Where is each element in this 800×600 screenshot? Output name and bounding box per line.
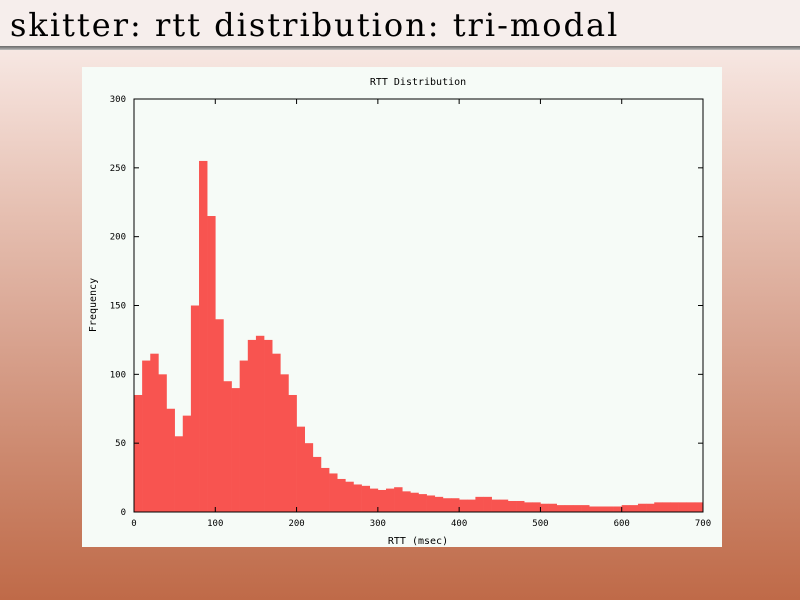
histogram-bar — [434, 496, 444, 512]
histogram-bar — [605, 506, 614, 512]
histogram-bar — [475, 496, 484, 512]
histogram-bar — [361, 485, 371, 512]
histogram-bar — [670, 502, 679, 512]
rtt-distribution-chart: RTT Distribution Frequency RTT (msec) 0 1… — [88, 77, 711, 547]
bar-series — [134, 160, 704, 512]
y-tick-label: 300 — [110, 95, 126, 105]
x-tick-label: 200 — [288, 519, 304, 529]
histogram-bar — [199, 160, 208, 512]
histogram-bar — [312, 456, 322, 512]
y-tick-label: 250 — [110, 164, 126, 174]
histogram-bar — [385, 488, 395, 512]
x-tick-label: 500 — [532, 519, 548, 529]
histogram-bar — [296, 426, 305, 512]
histogram-bar — [532, 502, 541, 512]
axis-ticks: 0 100 200 300 400 500 600 700 0 50 100 150 200 250 300 — [110, 95, 711, 529]
histogram-bar — [288, 394, 297, 512]
histogram-bar — [329, 473, 338, 512]
histogram-bar — [134, 394, 143, 512]
y-axis-label: Frequency — [88, 278, 99, 332]
histogram-bar — [597, 506, 606, 512]
histogram-bar — [613, 506, 623, 512]
histogram-bar — [272, 353, 281, 512]
histogram-bar — [426, 495, 436, 512]
y-tick-label: 100 — [110, 370, 126, 380]
histogram-bar — [166, 408, 175, 512]
histogram-bar — [247, 339, 257, 512]
histogram-bar — [442, 498, 452, 512]
histogram-bar — [394, 487, 403, 512]
histogram-bar — [589, 506, 598, 512]
x-tick-label: 100 — [207, 519, 223, 529]
histogram-bar — [231, 388, 240, 512]
histogram-bar — [320, 467, 330, 512]
histogram-bar — [556, 505, 566, 512]
histogram-bar — [353, 484, 362, 512]
histogram-bar — [662, 502, 671, 512]
histogram-bar — [150, 353, 159, 512]
histogram-bar — [686, 502, 696, 512]
y-tick-label: 150 — [110, 302, 126, 312]
histogram-bar — [304, 443, 314, 512]
histogram-bar — [459, 499, 468, 512]
y-tick-label: 200 — [110, 233, 126, 243]
histogram-bar — [572, 505, 582, 512]
histogram-bar — [467, 499, 476, 512]
x-tick-label: 600 — [614, 519, 630, 529]
histogram-bar — [637, 503, 647, 512]
histogram-bar — [174, 436, 184, 512]
histogram-bar — [158, 374, 167, 512]
histogram-bar — [678, 502, 688, 512]
histogram-bar — [215, 319, 224, 512]
histogram-bar — [410, 492, 419, 512]
histogram-bar — [646, 503, 655, 512]
histogram-bar — [377, 489, 387, 512]
histogram-bar — [207, 216, 216, 512]
histogram-bar — [564, 505, 574, 512]
histogram-bar — [280, 374, 289, 512]
histogram-bar — [629, 505, 639, 512]
histogram-bar — [581, 505, 590, 512]
histogram-bar — [337, 478, 346, 512]
slide-title-bar: skitter: rtt distribution: tri-modal — [0, 0, 800, 46]
histogram-bar — [491, 499, 501, 512]
histogram-bar — [654, 502, 663, 512]
histogram-bar — [369, 488, 379, 512]
histogram-bar — [516, 500, 525, 512]
chart-panel: RTT Distribution Frequency RTT (msec) 0 1… — [82, 67, 722, 547]
histogram-bar — [540, 503, 549, 512]
histogram-bar — [239, 360, 249, 512]
histogram-bar — [142, 360, 151, 512]
x-tick-label: 300 — [370, 519, 386, 529]
histogram-bar — [451, 498, 460, 512]
histogram-bar — [499, 499, 509, 512]
histogram-bar — [621, 505, 631, 512]
histogram-bar — [345, 481, 354, 512]
histogram-bar — [190, 305, 200, 512]
histogram-bar — [524, 502, 533, 512]
x-tick-label: 400 — [451, 519, 467, 529]
histogram-bar — [507, 500, 517, 512]
histogram-bar — [402, 491, 411, 512]
y-tick-label: 0 — [121, 508, 126, 518]
histogram-bar — [694, 502, 704, 512]
histogram-bar — [483, 496, 492, 512]
x-axis-label: RTT (msec) — [388, 536, 448, 547]
title-divider — [0, 46, 800, 50]
histogram-bar — [548, 503, 557, 512]
x-tick-label: 700 — [695, 519, 711, 529]
chart-title: RTT Distribution — [370, 77, 466, 88]
histogram-bar — [264, 339, 273, 512]
histogram-bar — [255, 335, 265, 512]
histogram-bar — [223, 381, 232, 512]
y-tick-label: 50 — [115, 439, 126, 449]
histogram-bar — [182, 415, 192, 512]
histogram-bar — [418, 494, 427, 512]
x-tick-label: 0 — [131, 519, 136, 529]
slide-title: skitter: rtt distribution: tri-modal — [10, 6, 620, 44]
